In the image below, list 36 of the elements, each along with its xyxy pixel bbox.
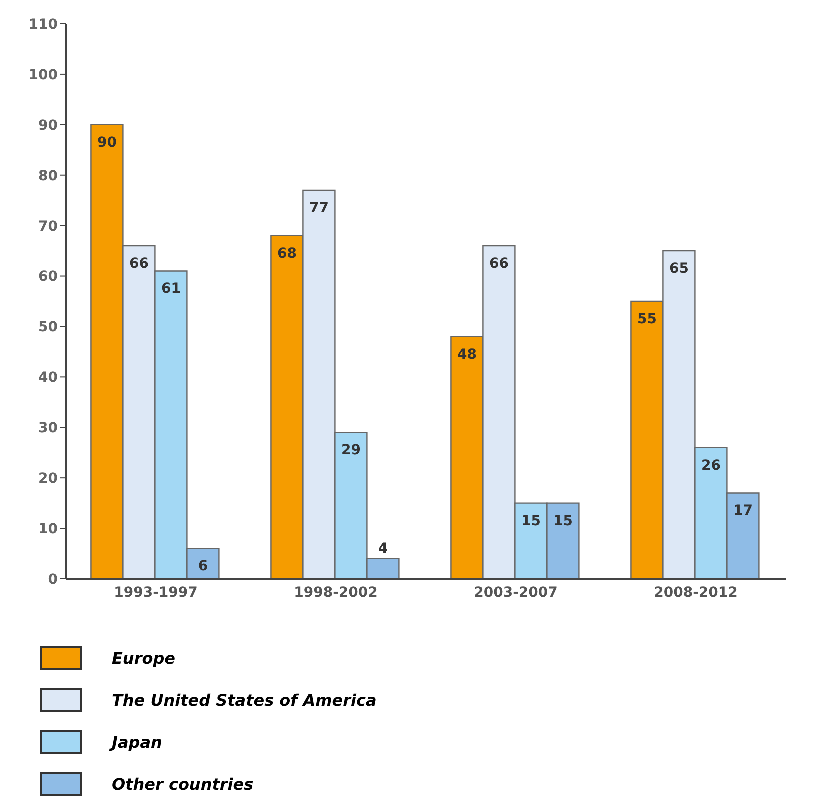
data-label: 15 xyxy=(521,513,541,530)
data-label: 77 xyxy=(309,200,329,216)
x-tick-label: 1998-2002 xyxy=(294,584,378,601)
y-tick-label: 100 xyxy=(28,67,58,84)
x-tick-label: 2008-2012 xyxy=(654,584,738,601)
y-tick-label: 80 xyxy=(38,168,58,184)
y-tick-label: 0 xyxy=(48,572,58,588)
data-label: 29 xyxy=(341,442,361,459)
y-tick-label: 90 xyxy=(38,118,58,134)
y-tick-label: 70 xyxy=(38,218,58,235)
data-label: 61 xyxy=(161,281,181,298)
data-label: 26 xyxy=(701,458,721,474)
data-label: 6 xyxy=(198,558,208,575)
data-label: 66 xyxy=(489,256,509,272)
data-label: 90 xyxy=(97,134,118,151)
y-tick-label: 10 xyxy=(38,522,58,538)
x-tick-label: 2003-2007 xyxy=(474,584,558,601)
x-tick-label: 1993-1997 xyxy=(114,584,198,601)
y-tick-label: 110 xyxy=(28,16,58,33)
legend-label: Japan xyxy=(112,732,162,752)
data-label: 68 xyxy=(277,246,297,262)
data-label: 66 xyxy=(129,256,149,272)
data-label: 48 xyxy=(457,346,477,363)
y-tick-label: 60 xyxy=(38,269,58,286)
data-label: 15 xyxy=(553,513,573,530)
data-label: 4 xyxy=(378,540,388,557)
data-label: 55 xyxy=(637,312,657,328)
y-tick-label: 50 xyxy=(38,320,58,336)
legend-label: The United States of America xyxy=(112,690,377,710)
legend-label: Europe xyxy=(112,648,176,668)
y-tick-label: 30 xyxy=(38,420,58,437)
data-label: 65 xyxy=(669,261,689,278)
y-tick-label: 40 xyxy=(38,370,58,386)
data-label: 17 xyxy=(733,503,753,520)
y-tick-label: 20 xyxy=(38,471,58,488)
legend-label: Other countries xyxy=(112,774,254,794)
